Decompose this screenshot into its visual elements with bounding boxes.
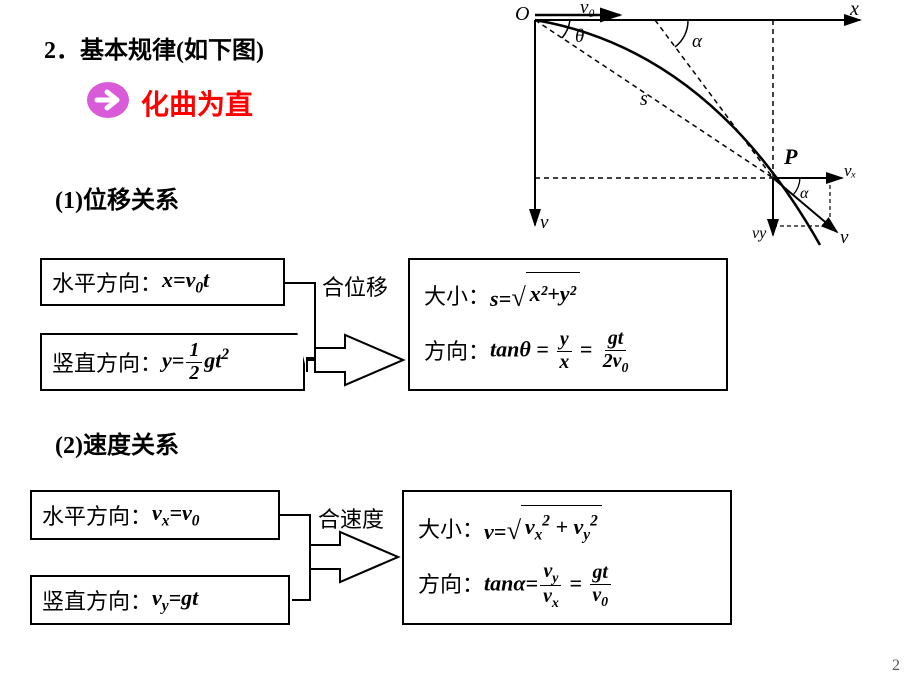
s2b1-rs: 0 [192, 512, 200, 529]
arrow-bullet-row: 化曲为直 [85, 80, 253, 125]
s1r-eq3: = [574, 337, 598, 362]
diag-O: O [515, 3, 529, 25]
arrow-bullet-icon [85, 80, 131, 125]
s1b2-label: 竖直方向： [52, 346, 162, 378]
s1r-f1n: y [557, 329, 572, 352]
diag-v0: v₀ [580, 0, 595, 18]
s2r-v: v [484, 519, 494, 544]
s2b2-v: v [152, 585, 162, 610]
diag-theta: θ [575, 26, 584, 47]
s1-horiz-box: 水平方向： x=v0t [40, 258, 285, 306]
s1r-tan: tan [490, 337, 519, 362]
s2r-f1ns: y [552, 570, 558, 585]
diag-P: P [783, 144, 798, 169]
diag-x: x [849, 0, 859, 20]
s2r-f1dv: v [543, 585, 552, 607]
s1b1-suf: t [203, 267, 209, 292]
diag-alpha2: α [800, 185, 809, 202]
s2r-eq2: = [526, 570, 539, 595]
s2r-al: α [513, 570, 525, 595]
s1b2-fn: 1 [186, 340, 202, 363]
s1b2-p: 2 [221, 346, 229, 363]
arrow-bullet-label: 化曲为直 [141, 83, 253, 123]
s2r-rb: v [574, 514, 584, 539]
s2b1-v: v [152, 500, 162, 525]
s1r-rad: x²+y² [526, 272, 581, 322]
s2r-f1ds: x [552, 595, 559, 610]
s2-result-box: 大小： v=√vx2 + vy2 方向： tanα=vyvx = gtv0 [402, 490, 732, 625]
diag-alpha: α [692, 31, 703, 52]
s2r-tan: tan [484, 570, 513, 595]
section2-heading: (2)速度关系 [55, 425, 179, 460]
s1r-f2n: gt [605, 328, 626, 351]
diag-vy: vy [752, 225, 767, 242]
diag-s: s [640, 88, 648, 110]
s1r-dirlabel: 方向： [424, 331, 490, 373]
diag-vaxis: v [540, 212, 549, 233]
s2r-plus: + [550, 514, 574, 539]
s2r-f1nv: v [543, 560, 552, 582]
s2b2-t: t [192, 585, 198, 610]
s2b2-sy: y [162, 597, 169, 614]
s2b2-g: g [181, 585, 192, 610]
s1b1-v: v [186, 267, 196, 292]
projectile-diagram: O v₀ x θ α s P vₓ α vy v v [490, 0, 880, 250]
s1b1-label: 水平方向： [52, 266, 162, 298]
s1r-maglabel: 大小： [424, 276, 490, 318]
s1b1-sub: 0 [195, 279, 203, 296]
s1r-f2d: 2v [603, 350, 622, 372]
s2-horiz-box: 水平方向： vx=v0 [30, 490, 280, 540]
s2b1-eq: = [169, 500, 182, 525]
s1-vert-box: 竖直方向： y=12gt2 [40, 333, 305, 391]
s1b2-g: g [204, 347, 215, 372]
s1r-f1d: x [556, 352, 572, 374]
s2r-f2n: gt [590, 562, 611, 585]
s2r-f2dv: v [592, 584, 601, 606]
s2b1-label: 水平方向： [42, 499, 152, 531]
section1-heading: (1)位移关系 [55, 180, 179, 215]
s2r-ra: v [525, 514, 535, 539]
s2r-f2ds: 0 [601, 594, 608, 609]
s1r-th: θ [519, 337, 530, 362]
s1r-s: s [490, 286, 499, 311]
s2-vert-box: 竖直方向： vy=gt [30, 575, 290, 625]
title-text: 2．基本规律(如下图) [44, 30, 264, 65]
s1-result-box: 大小： s=√x²+y² 方向： tanθ = yx = gt2v0 [408, 258, 728, 391]
diag-vx: vₓ [844, 161, 857, 180]
s1-conn-label: 合位移 [322, 270, 388, 302]
s1r-eq2: = [531, 337, 555, 362]
s1r-eq1: = [499, 286, 512, 311]
s2r-eq1: = [494, 519, 507, 544]
s2b2-eq: = [169, 585, 182, 610]
page-number: 2 [892, 657, 900, 675]
s2b2-label: 竖直方向： [42, 584, 152, 616]
s1r-f2s: 0 [621, 360, 628, 375]
s1b2-pre: y= [162, 347, 184, 372]
diag-v: v [840, 227, 849, 248]
s2r-maglabel: 大小： [418, 509, 484, 551]
s2-conn-label: 合速度 [318, 502, 384, 534]
s1b1-pre: x= [162, 267, 186, 292]
s2b1-r: v [182, 500, 192, 525]
s1b2-fd: 2 [186, 363, 202, 385]
s2r-dirlabel: 方向： [418, 564, 484, 606]
